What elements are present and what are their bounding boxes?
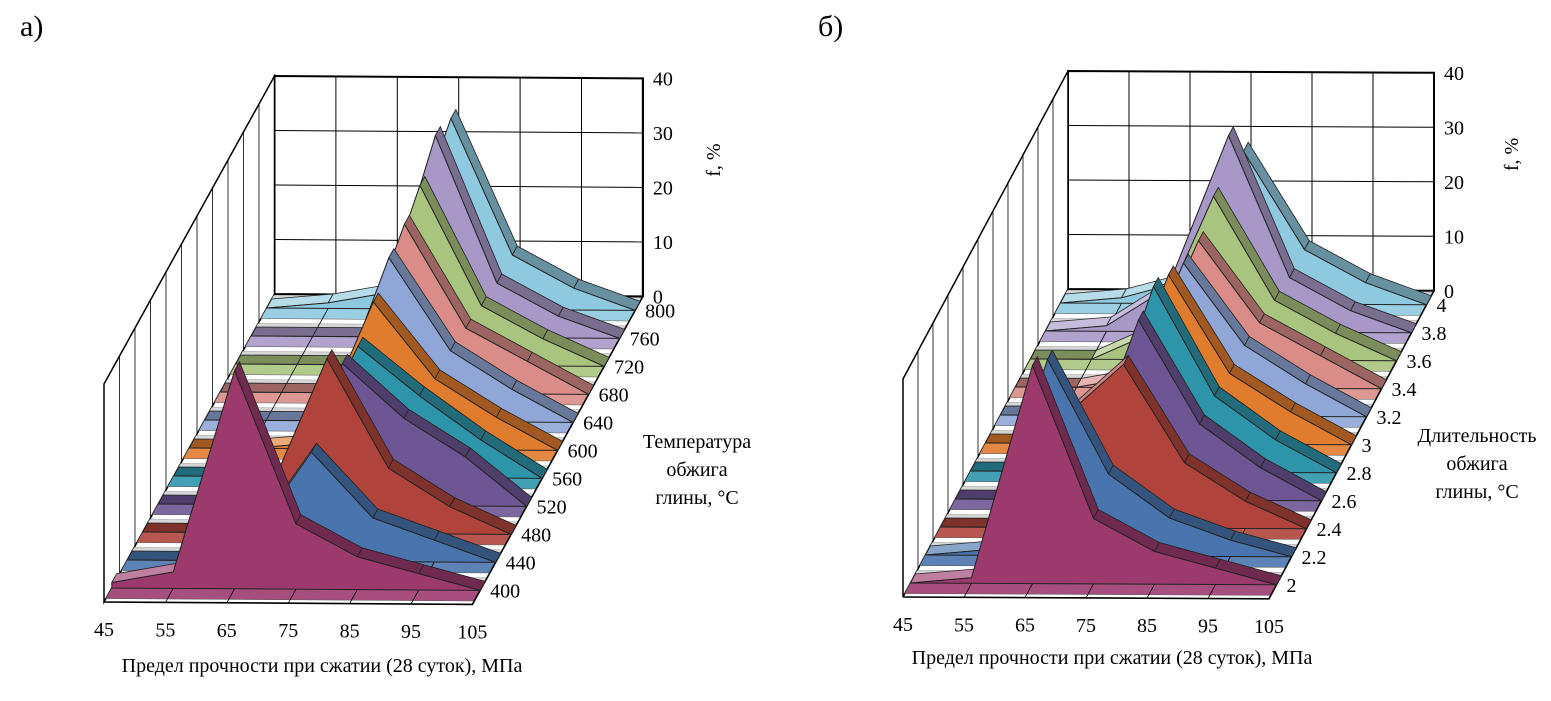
- z-axis-title: f, %: [1501, 138, 1523, 171]
- depth-tick-label: 2.2: [1302, 547, 1327, 569]
- z-axis-title: f, %: [703, 143, 725, 176]
- z-tick-label: 30: [1444, 117, 1464, 139]
- depth-tick-label: 800: [645, 300, 675, 322]
- series-ribbon: [909, 355, 1282, 586]
- depth-tick-label: 640: [583, 412, 613, 434]
- depth-tick-label: 2.8: [1347, 463, 1372, 485]
- z-tick-label: 20: [1444, 172, 1464, 194]
- x-tick-label: 105: [1254, 616, 1284, 638]
- z-tick-label: 40: [653, 68, 673, 90]
- x-tick-label: 105: [457, 621, 487, 643]
- z-tick-label: 0: [653, 286, 663, 308]
- z-tick-label: 0: [1444, 281, 1454, 303]
- x-tick-label: 75: [1076, 615, 1096, 637]
- depth-axis-title: Температура: [643, 431, 751, 453]
- x-tick-label: 85: [340, 621, 360, 643]
- z-tick-label: 30: [653, 123, 673, 145]
- series-ribbons: [111, 108, 641, 591]
- series-ribbon-top: [235, 354, 303, 365]
- depth-tick-label: 520: [537, 496, 567, 518]
- x-axis-title: Предел прочности при сжатии (28 суток), …: [912, 647, 1313, 669]
- depth-tick-label: 440: [506, 552, 536, 574]
- depth-tick-label: 3.6: [1407, 351, 1432, 373]
- panel-label: б): [818, 10, 843, 43]
- x-tick-label: 75: [278, 620, 298, 642]
- depth-axis-title: глины, °С: [1435, 481, 1518, 503]
- x-axis-title: Предел прочности при сжатии (28 суток), …: [122, 655, 523, 677]
- series-area: [111, 369, 481, 591]
- depth-tick-label: 560: [552, 468, 582, 490]
- x-tick-label: 45: [94, 619, 114, 641]
- depth-tick-label: 600: [568, 440, 598, 462]
- depth-axis-title: обжига: [1446, 453, 1507, 475]
- floor-edge: [902, 290, 1435, 600]
- depth-tick-label: 2.6: [1332, 491, 1357, 513]
- depth-axis-title: глины, °С: [655, 487, 738, 509]
- z-tick-label: 40: [1444, 63, 1464, 85]
- depth-tick-label: 3.2: [1377, 407, 1402, 429]
- depth-tick-label: 760: [630, 328, 660, 350]
- z-tick-label: 20: [653, 177, 673, 199]
- depth-axis-title: обжига: [666, 459, 727, 481]
- x-tick-label: 65: [1015, 615, 1035, 637]
- depth-tick-label: 720: [614, 356, 644, 378]
- depth-tick-label: 3.4: [1392, 379, 1417, 401]
- series-ribbon-top: [250, 326, 319, 337]
- series-ribbon: [111, 360, 486, 591]
- series-area: [910, 364, 1277, 586]
- x-tick-label: 85: [1137, 615, 1157, 637]
- floor-edge: [103, 296, 644, 606]
- depth-tick-label: 2.4: [1317, 519, 1342, 541]
- depth-tick-label: 400: [490, 580, 520, 602]
- depth-tick-label: 3.8: [1422, 323, 1447, 345]
- panel-a-3d-area-chart: а) 45 55 65 75 85 95 105 0 10 20 30 40 400 440 480 520 56…: [20, 10, 751, 677]
- x-tick-label: 45: [893, 614, 913, 636]
- z-tick-label: 10: [653, 232, 673, 254]
- series-ribbons: [909, 125, 1432, 586]
- x-tick-label: 55: [954, 614, 974, 636]
- z-tick-label: 10: [1444, 226, 1464, 248]
- x-tick-label: 95: [401, 621, 421, 643]
- x-tick-label: 65: [217, 620, 237, 642]
- series-ribbon-top: [1029, 349, 1097, 360]
- depth-axis-title: Длительность: [1418, 425, 1537, 447]
- x-tick-label: 55: [155, 619, 175, 641]
- depth-tick-label: 480: [521, 524, 551, 546]
- z-gridline: [1067, 125, 1435, 128]
- panel-label: а): [20, 10, 43, 43]
- depth-tick-label: 680: [599, 384, 629, 406]
- depth-tick-label: 2: [1287, 575, 1297, 597]
- depth-tick-label: 4: [1437, 295, 1447, 317]
- x-tick-label: 95: [1198, 616, 1218, 638]
- panel-b-3d-area-chart: б) 45 55 65 75 85 95 105 0 10 20 30 40 22.2 2.4 2.6 2.8 3…: [818, 10, 1536, 669]
- depth-tick-label: 3: [1362, 435, 1372, 457]
